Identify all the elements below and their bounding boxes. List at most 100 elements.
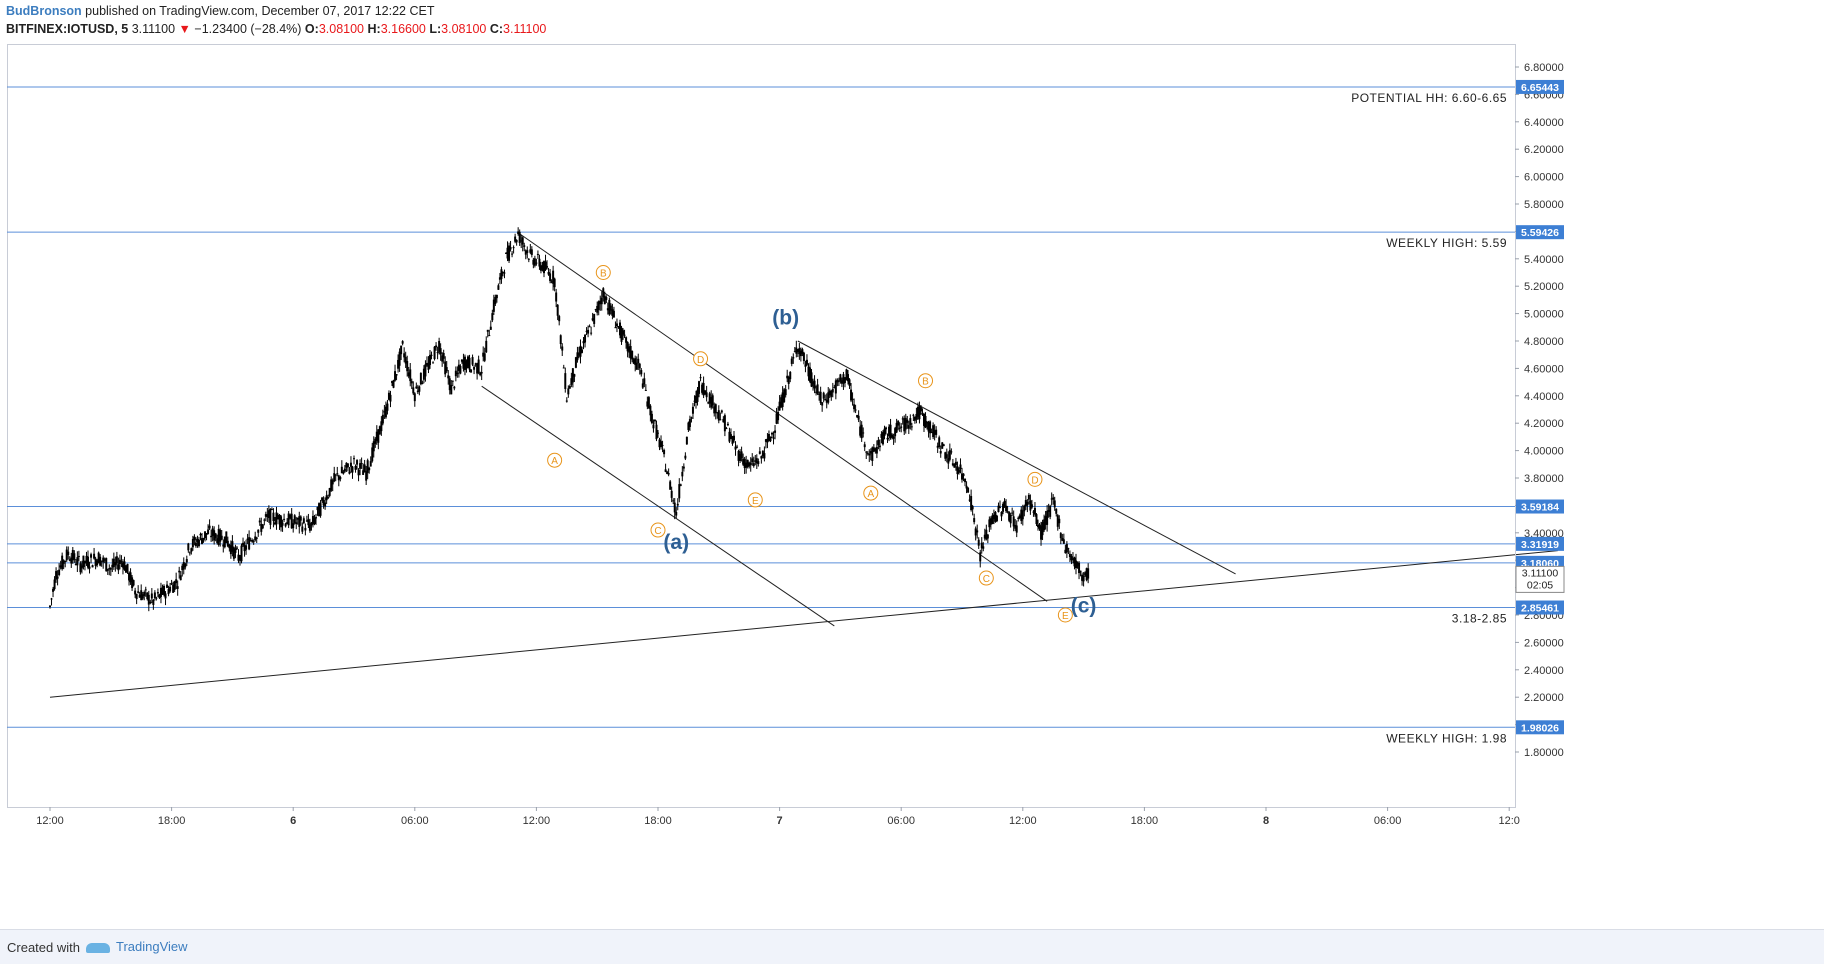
candle-body xyxy=(1075,560,1077,569)
candle-body xyxy=(734,446,737,450)
candle-body xyxy=(190,548,193,552)
current-price-tag[interactable] xyxy=(1515,565,1565,593)
candle-body xyxy=(606,308,609,311)
price-tick-label: 5.40000 xyxy=(1524,254,1564,266)
price-tick-label: 4.60000 xyxy=(1524,363,1564,375)
candle-body xyxy=(460,359,463,362)
candle-body xyxy=(349,462,352,467)
candle-body xyxy=(327,497,330,499)
candle-body xyxy=(345,462,348,468)
candle-body xyxy=(848,379,851,386)
candle-body xyxy=(447,375,450,379)
candle-body xyxy=(1023,505,1026,512)
candle-body xyxy=(251,540,254,542)
tradingview-logo[interactable]: TradingView xyxy=(86,939,188,954)
candle-body xyxy=(809,367,811,382)
candle-body xyxy=(394,371,397,381)
price-chart[interactable]: B D A C E B A D C E (b) (a) (c) POTENTIAL HH: 6.60-… xyxy=(7,44,1824,929)
candle-body xyxy=(342,471,345,474)
candle-body xyxy=(1078,562,1081,574)
price-level-tag[interactable] xyxy=(1516,720,1564,735)
candle-body xyxy=(474,363,477,365)
candle-body xyxy=(798,348,801,355)
price-level-tag[interactable] xyxy=(1516,536,1564,551)
time-axis[interactable]: 12:00 18:00 6 06:00 12:00 18:00 7 06:00 12:00 18:… xyxy=(7,807,1520,827)
candle-body xyxy=(957,469,960,473)
candle-body xyxy=(114,562,117,566)
price-level-tag[interactable] xyxy=(1516,600,1564,615)
candle-body xyxy=(649,405,652,416)
candle-body xyxy=(477,359,480,373)
price-tick-label: 4.80000 xyxy=(1524,336,1564,348)
trendline[interactable] xyxy=(49,550,1558,698)
candle-body xyxy=(333,473,336,482)
candle-body xyxy=(228,544,231,549)
candle-body xyxy=(673,502,676,513)
candle-body xyxy=(1068,553,1071,557)
candle-body xyxy=(891,434,894,438)
symbol-name[interactable]: BITFINEX:IOTUSD, 5 xyxy=(6,22,129,36)
candle-body xyxy=(536,253,539,255)
candle-body xyxy=(93,553,96,559)
price-level-tag[interactable] xyxy=(1516,79,1564,94)
candle-body xyxy=(695,395,697,403)
trendline[interactable] xyxy=(481,385,835,627)
horizontal-levels[interactable] xyxy=(7,86,1515,728)
candle-body xyxy=(299,516,302,521)
level-label: 3.18-2.85 xyxy=(1452,612,1507,626)
candle-body xyxy=(59,565,62,568)
candle-body xyxy=(588,326,591,328)
candle-body xyxy=(328,488,331,496)
candle-body xyxy=(626,341,629,352)
chart-area[interactable]: B D A C E B A D C E (b) (a) (c) POTENTIAL HH: 6.60-… xyxy=(7,44,1824,929)
candle-body xyxy=(807,366,810,377)
candle-body xyxy=(701,384,704,393)
candle-body xyxy=(733,435,735,441)
candle-body xyxy=(772,437,775,439)
candle-body xyxy=(1037,524,1039,527)
price-tick-label: 1.80000 xyxy=(1524,747,1564,759)
candle-body xyxy=(582,341,585,344)
close-value: 3.11100 xyxy=(503,22,547,36)
candle-body xyxy=(438,341,441,352)
candle-body xyxy=(117,564,120,571)
sub-wave-label: A xyxy=(867,489,874,500)
candle-body xyxy=(267,510,270,519)
candle-body xyxy=(728,431,731,442)
candle-body xyxy=(204,531,207,539)
trendline[interactable] xyxy=(517,232,1048,602)
price-level-tag[interactable] xyxy=(1516,499,1564,514)
price-change: −1.23400 (−28.4%) xyxy=(194,22,302,36)
price-axis[interactable]: 6.800006.600006.400006.200006.000005.800… xyxy=(1515,44,1565,807)
candle-body xyxy=(448,378,451,391)
candle-body xyxy=(999,507,1001,509)
author-link[interactable]: BudBronson xyxy=(6,4,82,18)
candle-body xyxy=(938,437,941,447)
candle-body xyxy=(292,523,295,529)
candle-body xyxy=(79,563,82,573)
price-level-tag-text: 6.65443 xyxy=(1521,82,1559,94)
candle-body xyxy=(872,447,875,452)
candle-body xyxy=(193,536,196,541)
price-series xyxy=(49,227,1090,612)
candle-body xyxy=(682,466,685,469)
trendline[interactable] xyxy=(797,340,1236,575)
candle-body xyxy=(246,538,249,541)
candle-body xyxy=(819,391,822,403)
chart-header: BudBronson published on TradingView.com,… xyxy=(0,0,1824,44)
trendlines[interactable] xyxy=(49,232,1558,698)
candle-body xyxy=(1015,525,1018,533)
candle-body xyxy=(927,422,930,432)
candle-body xyxy=(926,421,929,424)
candle-body xyxy=(1006,511,1009,513)
candle-body xyxy=(325,495,328,501)
candle-body xyxy=(152,599,155,605)
candle-body xyxy=(834,380,837,394)
candle-body xyxy=(868,453,871,456)
time-tick-label: 18:00 xyxy=(644,815,672,827)
candle-body xyxy=(369,461,372,467)
candle-body xyxy=(254,536,257,541)
candle-body xyxy=(757,461,760,465)
candle-body xyxy=(515,239,518,243)
price-level-tag[interactable] xyxy=(1516,225,1564,240)
